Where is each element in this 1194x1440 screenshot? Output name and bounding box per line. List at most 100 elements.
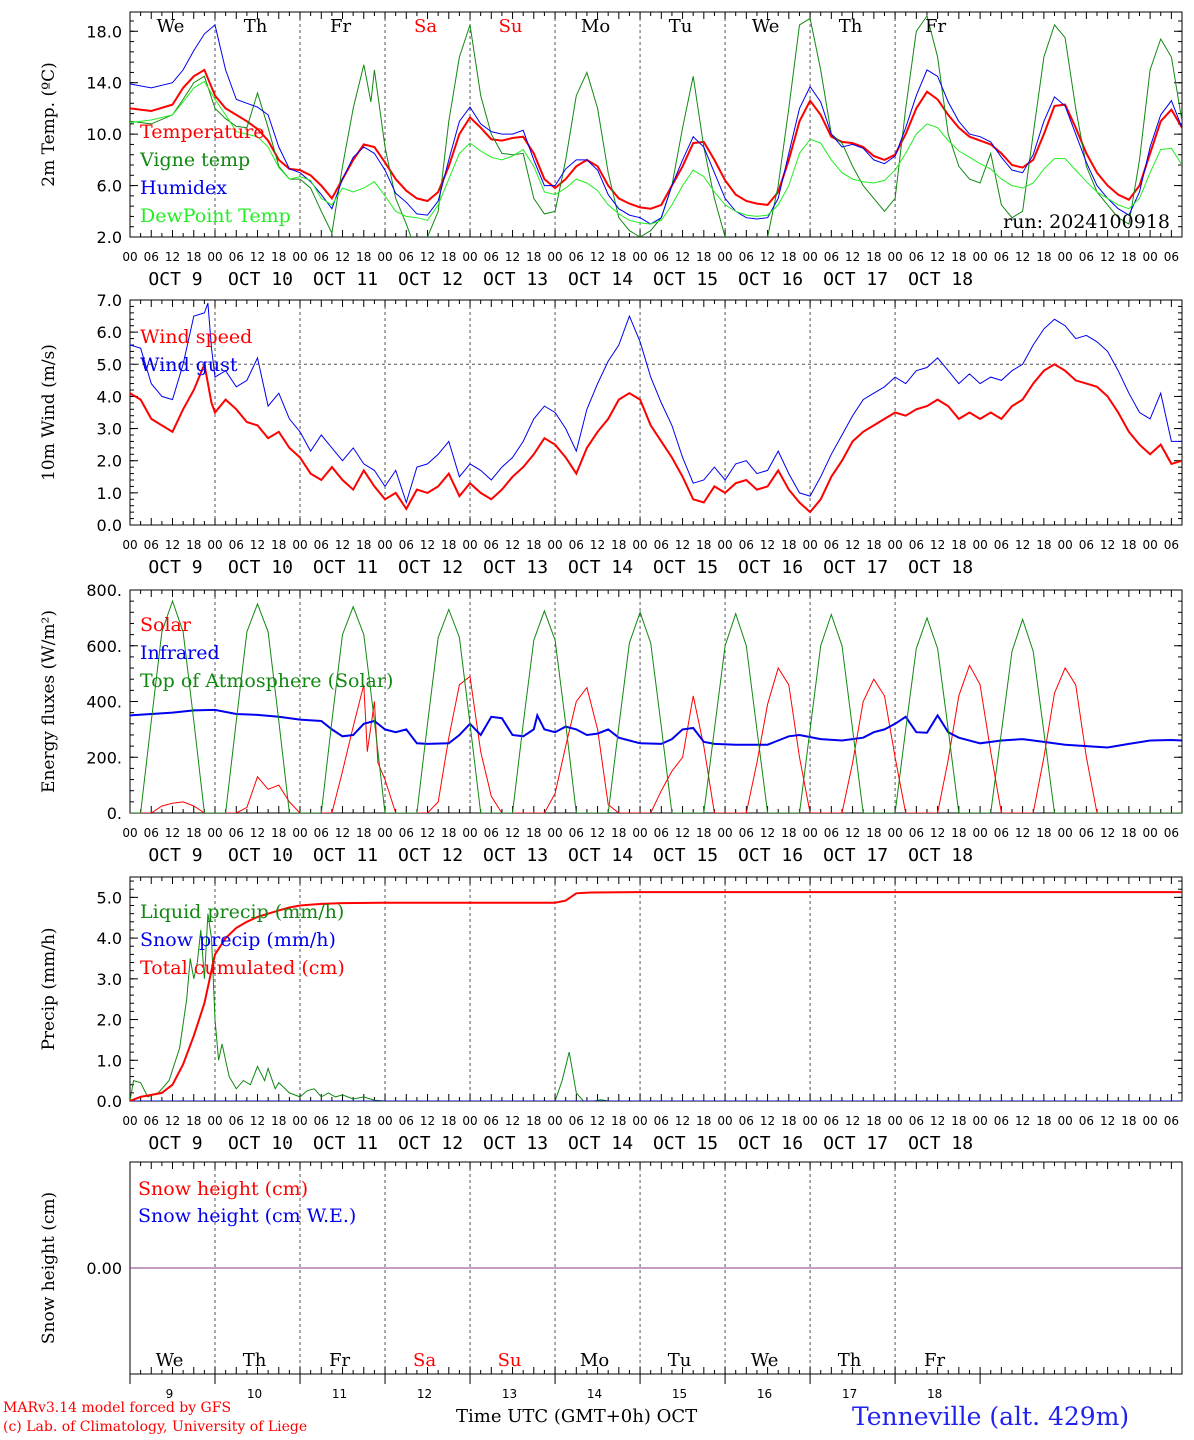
x-hour-label: 18 <box>1036 250 1051 264</box>
x-hour-label: 00 <box>292 1114 307 1128</box>
panel-wind: 0.0 1.0 2.0 3.0 4.0 5.0 6.0 7.0 10m Wind (m/s) Wi… <box>39 291 1183 578</box>
x-hour-label: 12 <box>250 1114 265 1128</box>
x-date-label: OCT 17 <box>823 557 888 578</box>
x-hour-label: 06 <box>1079 1114 1094 1128</box>
x-date-label: OCT 15 <box>653 557 718 578</box>
x-date-label: OCT 14 <box>568 1133 633 1154</box>
weekday-label: Th <box>838 1350 862 1371</box>
x-hour-label: 18 <box>186 538 201 552</box>
day-number-label: 14 <box>587 1387 602 1401</box>
x-hour-label: 00 <box>462 538 477 552</box>
x-hour-label: 06 <box>909 250 924 264</box>
x-hour-label: 00 <box>1142 826 1157 840</box>
x-hour-label: 00 <box>802 250 817 264</box>
x-hour-label: 18 <box>356 538 371 552</box>
x-hour-label: 12 <box>165 1114 180 1128</box>
x-hour-label: 18 <box>781 538 796 552</box>
x-hour-label: 12 <box>760 1114 775 1128</box>
x-date-label: OCT 18 <box>908 1133 973 1154</box>
x-date-label: OCT 11 <box>313 557 378 578</box>
x-hour-label: 06 <box>314 250 329 264</box>
x-hour-label: 12 <box>675 538 690 552</box>
x-date-label: OCT 11 <box>313 845 378 866</box>
weekday-label: Su <box>498 1350 522 1371</box>
y-tick-label: 6.0 <box>97 177 122 196</box>
day-number-label: 13 <box>502 1387 517 1401</box>
x-date-label: OCT 10 <box>228 557 293 578</box>
y-axis-label: Precip (mm/h) <box>39 927 59 1050</box>
x-hour-label: 18 <box>611 826 626 840</box>
series-vigne-temp <box>130 14 1182 237</box>
weekday-label: Sa <box>414 16 437 37</box>
x-hour-label: 18 <box>951 826 966 840</box>
x-date-label: OCT 9 <box>148 269 202 290</box>
weekday-label: Su <box>499 16 523 37</box>
y-tick-label: 0. <box>107 804 122 823</box>
series-temperature <box>130 68 1182 210</box>
x-hour-label: 00 <box>632 1114 647 1128</box>
weekday-label: We <box>156 1350 184 1371</box>
series-wind-speed <box>130 360 1182 514</box>
x-hour-label: 00 <box>887 1114 902 1128</box>
x-hour-label: 12 <box>760 250 775 264</box>
x-hour-label: 18 <box>441 1114 456 1128</box>
x-hour-label: 06 <box>654 1114 669 1128</box>
x-hour-label: 06 <box>229 538 244 552</box>
x-hour-label: 00 <box>632 250 647 264</box>
x-hour-label: 18 <box>696 1114 711 1128</box>
x-hour-label: 12 <box>505 250 520 264</box>
x-hour-label: 06 <box>229 1114 244 1128</box>
x-hour-label: 18 <box>611 1114 626 1128</box>
x-hour-label: 12 <box>590 538 605 552</box>
weekday-label: Th <box>839 16 863 37</box>
y-tick-label: 600. <box>86 637 122 656</box>
day-number-label: 11 <box>332 1387 347 1401</box>
weekday-label: Sa <box>413 1350 436 1371</box>
x-date-label: OCT 13 <box>483 269 548 290</box>
x-hour-label: 06 <box>569 826 584 840</box>
legend-entry: Infrared <box>140 642 220 664</box>
series-top-of-atmosphere-solar- <box>130 599 1182 813</box>
x-hour-label: 06 <box>1079 250 1094 264</box>
x-hour-label: 12 <box>845 1114 860 1128</box>
panel-frame <box>129 299 1183 526</box>
x-hour-label: 00 <box>462 1114 477 1128</box>
legend-entry: Total cumulated (cm) <box>140 957 345 979</box>
panel-precip: 0.0 1.0 2.0 3.0 4.0 5.0 Precip (mm/h) Liquid pr… <box>39 876 1183 1154</box>
x-hour-label: 18 <box>186 1114 201 1128</box>
x-hour-label: 00 <box>207 250 222 264</box>
x-hour-label: 06 <box>739 250 754 264</box>
x-date-label: OCT 12 <box>398 1133 463 1154</box>
x-date-label: OCT 15 <box>653 845 718 866</box>
x-date-label: OCT 11 <box>313 1133 378 1154</box>
x-hour-label: 00 <box>972 538 987 552</box>
x-hour-label: 00 <box>292 250 307 264</box>
x-date-label: OCT 9 <box>148 845 202 866</box>
x-hour-label: 06 <box>824 1114 839 1128</box>
x-hour-label: 18 <box>1121 250 1136 264</box>
x-hour-label: 18 <box>1036 538 1051 552</box>
x-hour-label: 18 <box>781 250 796 264</box>
x-hour-label: 06 <box>1079 538 1094 552</box>
x-date-label: OCT 16 <box>738 845 803 866</box>
x-date-label: OCT 14 <box>568 557 633 578</box>
x-hour-label: 18 <box>696 250 711 264</box>
x-hour-label: 18 <box>271 250 286 264</box>
x-hour-label: 06 <box>1164 538 1179 552</box>
x-date-label: OCT 17 <box>823 269 888 290</box>
x-date-label: OCT 15 <box>653 1133 718 1154</box>
x-hour-label: 06 <box>909 538 924 552</box>
x-hour-label: 00 <box>292 826 307 840</box>
weekday-label: Fr <box>925 16 946 37</box>
x-hour-label: 00 <box>717 250 732 264</box>
x-date-label: OCT 16 <box>738 1133 803 1154</box>
y-axis-label: 2m Temp. (ºC) <box>39 62 59 187</box>
x-hour-label: 12 <box>930 826 945 840</box>
y-tick-label: 2.0 <box>97 228 122 247</box>
x-hour-label: 18 <box>186 826 201 840</box>
x-hour-label: 06 <box>1164 826 1179 840</box>
x-hour-label: 12 <box>250 250 265 264</box>
x-hour-label: 06 <box>1164 250 1179 264</box>
x-hour-label: 12 <box>1015 250 1030 264</box>
y-axis-label: 10m Wind (m/s) <box>39 344 59 481</box>
